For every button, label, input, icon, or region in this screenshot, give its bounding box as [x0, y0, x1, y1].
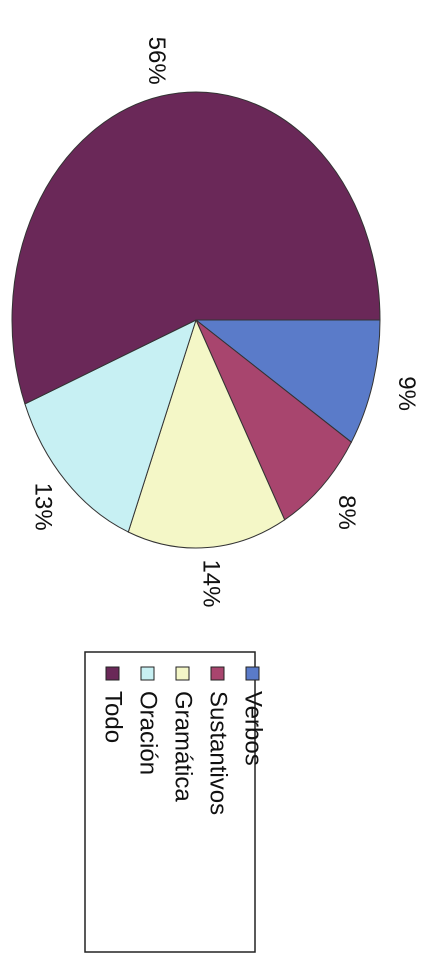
pie-label-sustantivos: 8%	[333, 495, 360, 530]
legend-label-verbos: Verbos	[240, 691, 267, 766]
pie-label-todo: 56%	[143, 37, 170, 85]
pie-slice-labels: 9% 8% 14% 13% 56%	[30, 37, 420, 608]
legend-label-todo: Todo	[100, 691, 127, 743]
legend-swatch-verbos	[245, 666, 260, 681]
legend-border	[84, 651, 256, 953]
pie-slice-sustantivos	[195, 319, 352, 521]
legend-items: Verbos Sustantivos Gramática Oración Todo	[100, 666, 267, 815]
pie-label-gramatica: 14%	[197, 559, 224, 607]
pie-slice-verbos	[194, 319, 381, 443]
legend: Verbos Sustantivos Gramática Oración Todo	[84, 651, 267, 953]
legend-swatch-gramatica	[175, 666, 190, 681]
legend-swatch-todo	[105, 666, 120, 681]
legend-label-gramatica: Gramática	[170, 691, 197, 802]
pie-slice-oracion	[24, 319, 197, 533]
legend-label-oracion: Oración	[135, 691, 162, 775]
pie-slice-todo	[11, 91, 381, 405]
pie-slices	[11, 91, 381, 549]
legend-swatch-sustantivos	[210, 666, 225, 681]
pie-slice-gramatica	[127, 318, 286, 549]
legend-label-sustantivos: Sustantivos	[205, 691, 232, 815]
pie-label-verbos: 9%	[393, 376, 420, 411]
pie-label-oracion: 13%	[30, 483, 57, 531]
legend-swatch-oracion	[140, 666, 155, 681]
